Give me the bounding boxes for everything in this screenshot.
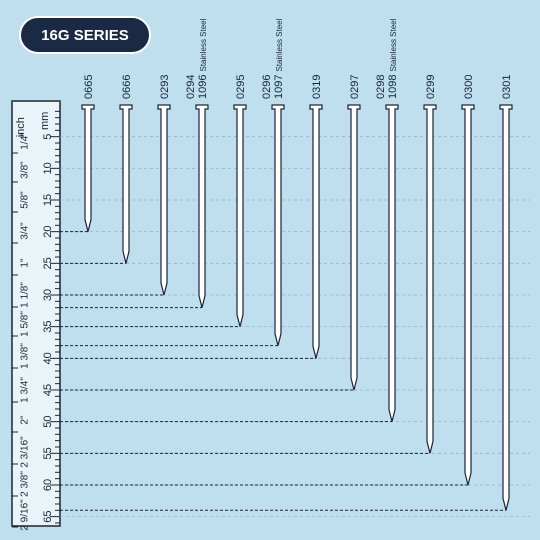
nail xyxy=(385,104,399,422)
nail-label: 0300 xyxy=(463,75,475,99)
nail-label: 0297 xyxy=(349,75,361,99)
nail-label: 0299 xyxy=(425,75,437,99)
inch-label: 1 5/8" xyxy=(20,311,31,337)
nail-alt-code: 1098 xyxy=(387,75,399,99)
nail-label: 02961097 Stainless Steel xyxy=(261,18,285,99)
nail-label: 02981098 Stainless Steel xyxy=(375,18,399,99)
nail-code: 0665 xyxy=(83,75,95,99)
mm-label: 45 xyxy=(42,384,54,396)
inch-label: 1 1/8" xyxy=(20,282,31,308)
mm-label: 5 xyxy=(42,134,54,140)
mm-label: 65 xyxy=(42,511,54,523)
mm-label: 40 xyxy=(42,352,54,364)
title-badge xyxy=(19,16,151,54)
nail-code: 0298 xyxy=(375,75,387,99)
nail xyxy=(499,104,513,511)
ruler xyxy=(11,100,61,527)
nail-label: 02941096 Stainless Steel xyxy=(185,18,209,99)
nail-code: 0294 xyxy=(185,75,197,99)
nail-code: 0666 xyxy=(121,75,133,99)
mm-label: 50 xyxy=(42,416,54,428)
nail-alt-code: 1096 xyxy=(197,75,209,99)
nail xyxy=(271,104,285,346)
nail-material: Stainless Steel xyxy=(275,18,284,71)
nail xyxy=(157,104,171,296)
mm-label: 55 xyxy=(42,447,54,459)
inch-label: 3/8" xyxy=(20,161,31,179)
inch-label: 5/8" xyxy=(20,191,31,209)
nail-code: 0295 xyxy=(235,75,247,99)
nail-label: 0295 xyxy=(235,75,247,99)
mm-label: 60 xyxy=(42,479,54,491)
inch-label: 1 3/4" xyxy=(20,377,31,403)
nail-material: Stainless Steel xyxy=(389,18,398,71)
nail xyxy=(347,104,361,391)
nail-label: 0319 xyxy=(311,75,323,99)
nail-code: 0301 xyxy=(501,75,513,99)
mm-label: 25 xyxy=(42,257,54,269)
nail-label: 0665 xyxy=(83,75,95,99)
nail-code: 0319 xyxy=(311,75,323,99)
nail-alt-code: 1097 xyxy=(273,75,285,99)
inch-label: 2" xyxy=(20,415,31,425)
inch-label: 3/4" xyxy=(20,222,31,240)
title: 16G SERIES xyxy=(41,27,129,44)
nail xyxy=(119,104,133,264)
inch-label: 2 9/16" xyxy=(20,499,31,531)
nail-material: Stainless Steel xyxy=(199,18,208,71)
inch-label: 1" xyxy=(20,258,31,268)
inch-label: 2 3/16" xyxy=(20,436,31,468)
nail-label: 0666 xyxy=(121,75,133,99)
nail xyxy=(461,104,475,486)
mm-unit: mm xyxy=(39,112,51,130)
mm-label: 10 xyxy=(42,162,54,174)
nail-label: 0293 xyxy=(159,75,171,99)
nail-code: 0299 xyxy=(425,75,437,99)
nail-code: 0293 xyxy=(159,75,171,99)
mm-label: 35 xyxy=(42,321,54,333)
inch-label: 1/4" xyxy=(20,132,31,150)
nail-label: 0301 xyxy=(501,75,513,99)
inch-label: 1 3/8" xyxy=(20,343,31,369)
mm-label: 20 xyxy=(42,226,54,238)
nail xyxy=(233,104,247,327)
nail-code: 0300 xyxy=(463,75,475,99)
mm-label: 15 xyxy=(42,194,54,206)
nail-code: 0297 xyxy=(349,75,361,99)
nail xyxy=(423,104,437,454)
nail xyxy=(309,104,323,359)
nail xyxy=(195,104,209,308)
mm-label: 30 xyxy=(42,289,54,301)
inch-unit: inch xyxy=(15,117,27,137)
inch-label: 2 3/8" xyxy=(20,471,31,497)
nail-code: 0296 xyxy=(261,75,273,99)
nail xyxy=(81,104,95,232)
